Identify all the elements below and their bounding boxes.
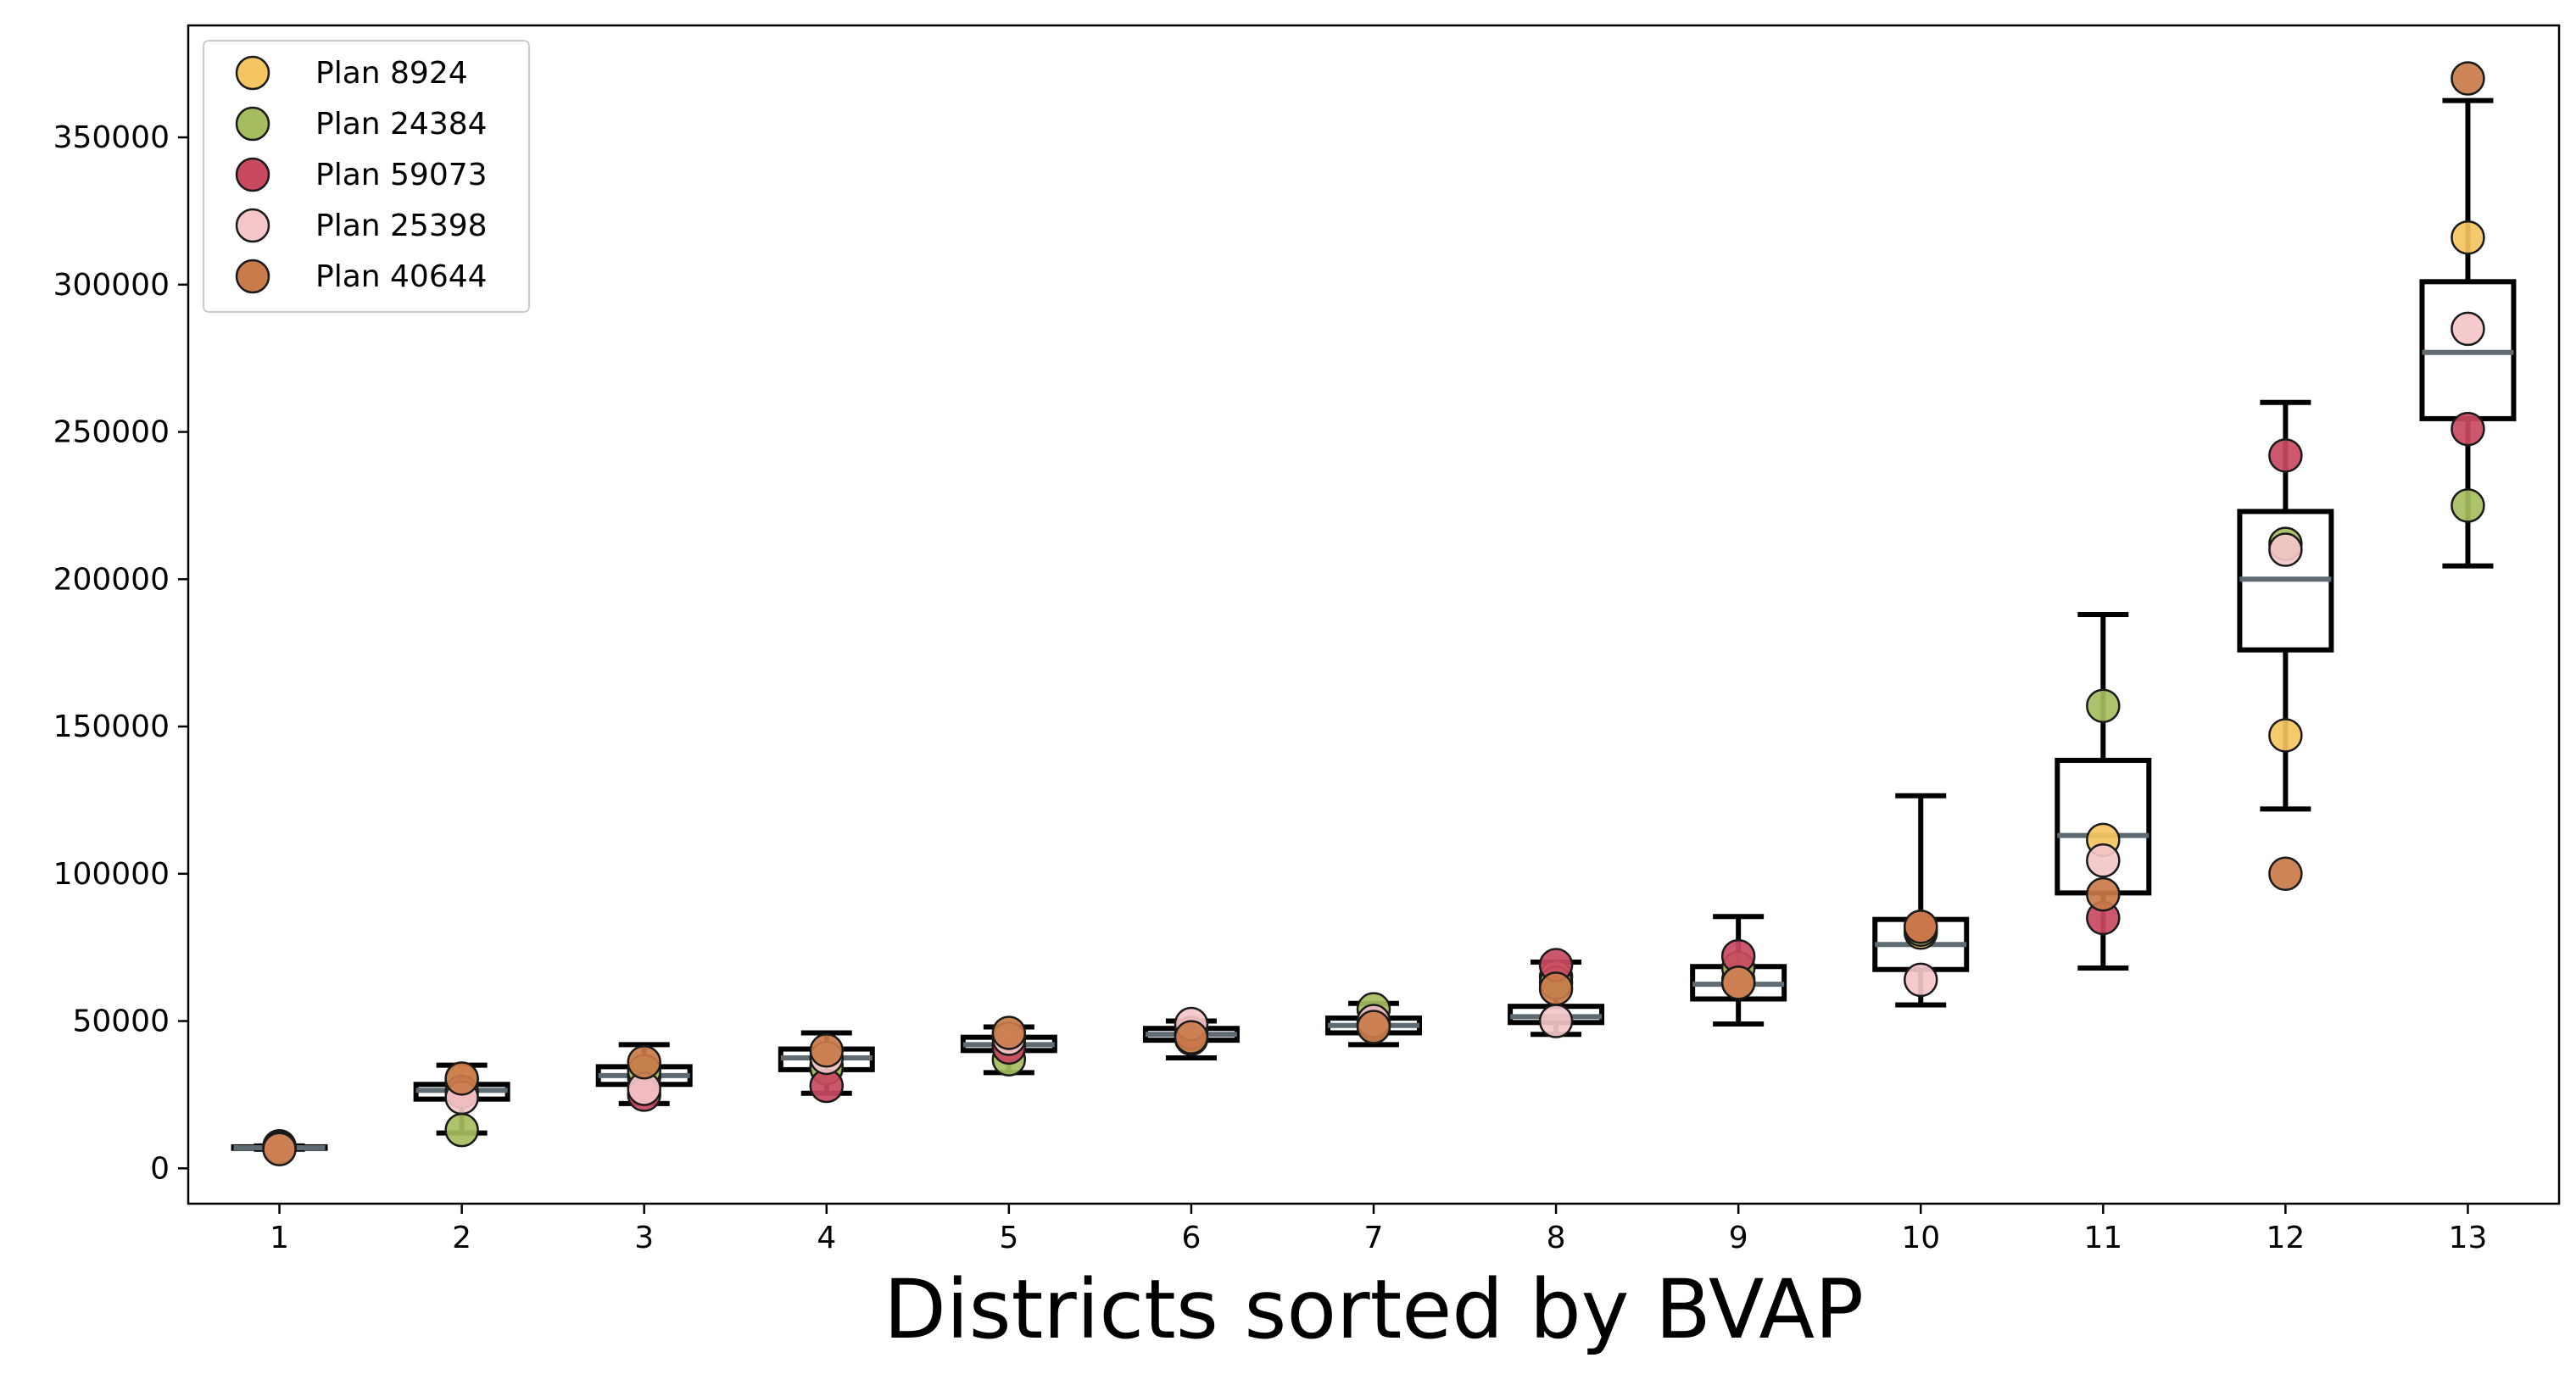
data-point <box>262 1132 297 1166</box>
y-tick-label: 200000 <box>53 562 170 597</box>
x-tick-label: 13 <box>2449 1221 2488 1255</box>
x-axis-label: Districts sorted by BVAP <box>884 1262 1864 1357</box>
data-point <box>2451 220 2485 255</box>
x-tick-label: 3 <box>634 1221 654 1255</box>
data-point <box>2086 688 2121 723</box>
x-tick-label: 6 <box>1181 1221 1201 1255</box>
x-tick-label: 2 <box>452 1221 471 1255</box>
legend-frame <box>203 40 530 313</box>
x-tick-label: 11 <box>2083 1221 2122 1255</box>
data-point <box>2086 843 2121 878</box>
x-tick-label: 7 <box>1364 1221 1384 1255</box>
x-tick-label: 5 <box>999 1221 1018 1255</box>
data-point <box>1174 1020 1209 1054</box>
y-tick-label: 150000 <box>53 709 170 744</box>
legend-label: Plan 59073 <box>315 158 488 192</box>
data-point <box>1720 965 1756 1000</box>
legend-marker <box>235 157 270 192</box>
data-point <box>2086 876 2121 912</box>
y-tick-label: 50000 <box>72 1004 170 1039</box>
data-point <box>2451 311 2485 347</box>
legend-item: Plan 25398 <box>235 208 488 243</box>
x-tick-label: 9 <box>1729 1221 1748 1255</box>
data-point <box>2268 438 2303 473</box>
data-point <box>1903 910 1938 944</box>
data-point <box>991 1016 1027 1050</box>
data-point <box>2268 532 2303 567</box>
legend-marker <box>235 208 270 243</box>
legend-marker <box>235 55 270 91</box>
y-tick-label: 350000 <box>53 120 170 155</box>
data-point <box>444 1061 479 1096</box>
data-point <box>2268 718 2303 753</box>
y-tick-label: 100000 <box>53 857 170 892</box>
data-point <box>1538 1004 1574 1038</box>
legend-item: Plan 59073 <box>235 157 488 192</box>
series-plan-40644 <box>262 61 2485 1166</box>
data-point <box>1903 962 1938 998</box>
legend-label: Plan 25398 <box>315 209 488 243</box>
x-axis: 1 2 3 4 5 6 7 8 9 10 11 12 13 <box>270 1204 2487 1255</box>
x-tick-label: 4 <box>817 1221 836 1255</box>
data-point <box>627 1044 661 1080</box>
data-point <box>2451 488 2485 523</box>
data-point <box>2451 411 2485 447</box>
data-point <box>444 1112 479 1148</box>
legend-item: Plan 8924 <box>235 55 468 91</box>
x-tick-label: 10 <box>1901 1221 1940 1255</box>
data-point <box>2268 856 2303 892</box>
legend: Plan 8924 Plan 24384 Plan 59073 Plan 25398 P… <box>203 40 530 313</box>
x-tick-label: 8 <box>1547 1221 1566 1255</box>
y-axis: 0 50000 100000 150000 200000 250000 300000 3500… <box>53 120 188 1186</box>
y-tick-label: 0 <box>150 1151 170 1186</box>
y-tick-label: 250000 <box>53 415 170 450</box>
data-point <box>1538 971 1574 1006</box>
y-tick-label: 300000 <box>53 268 170 303</box>
data-point <box>2451 61 2485 96</box>
data-point <box>809 1033 845 1068</box>
x-tick-label: 1 <box>270 1221 289 1255</box>
scatter-points <box>262 61 2485 1166</box>
legend-marker <box>235 259 270 294</box>
legend-item: Plan 24384 <box>235 106 488 142</box>
legend-label: Plan 40644 <box>315 259 488 294</box>
legend-marker <box>235 106 270 142</box>
legend-label: Plan 8924 <box>315 56 468 91</box>
x-tick-label: 12 <box>2266 1221 2305 1255</box>
legend-item: Plan 40644 <box>235 259 488 294</box>
data-point <box>1356 1010 1391 1044</box>
legend-label: Plan 24384 <box>315 107 488 142</box>
